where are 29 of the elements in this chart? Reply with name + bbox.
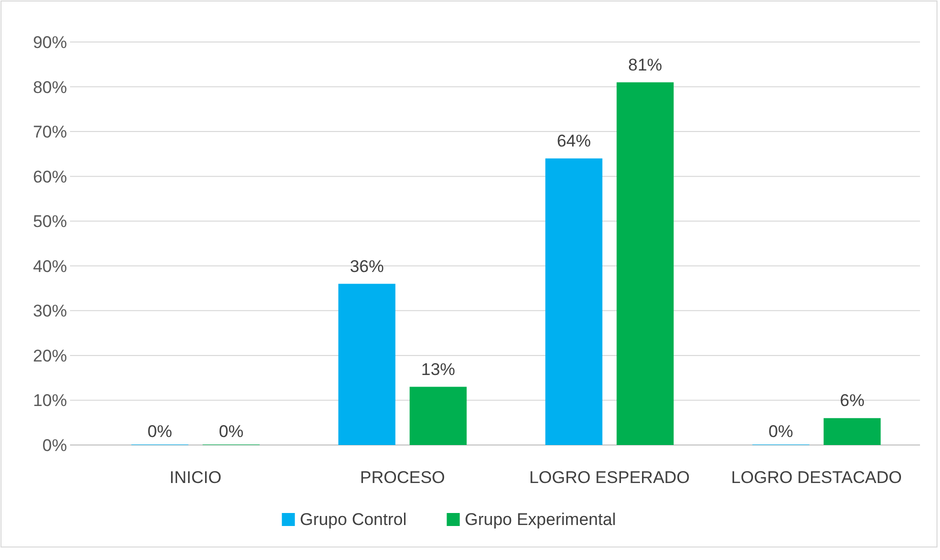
data-label: 0%: [218, 422, 244, 441]
bar: [616, 82, 674, 445]
data-label: 13%: [421, 360, 456, 379]
data-label: 81%: [628, 55, 662, 74]
data-label: 0%: [768, 422, 794, 441]
y-tick-label: 90%: [32, 33, 67, 52]
data-label: 64%: [556, 131, 591, 150]
y-tick-label: 40%: [32, 256, 67, 276]
data-label: 36%: [350, 256, 384, 276]
legend-label: Grupo Experimental: [464, 510, 616, 529]
x-tick-label: LOGRO DESTACADO: [731, 468, 902, 487]
y-tick-label: 10%: [32, 391, 67, 410]
x-tick-label: PROCESO: [360, 468, 446, 487]
x-tick-label: LOGRO ESPERADO: [529, 468, 690, 487]
x-tick-label: INICIO: [170, 468, 222, 487]
y-tick-label: 0%: [42, 436, 67, 455]
y-tick-label: 30%: [32, 302, 67, 321]
y-tick-label: 80%: [32, 78, 67, 97]
legend-label: Grupo Control: [300, 510, 407, 529]
y-tick-label: 60%: [32, 167, 67, 186]
data-label: 0%: [148, 422, 172, 441]
y-tick-label: 20%: [32, 346, 67, 366]
bar: [545, 158, 602, 445]
bar: [338, 284, 396, 445]
y-tick-label: 70%: [32, 122, 67, 142]
bar: [824, 418, 881, 445]
bar: [410, 386, 467, 445]
data-label: 6%: [840, 391, 864, 410]
y-tick-label: 50%: [32, 212, 67, 232]
